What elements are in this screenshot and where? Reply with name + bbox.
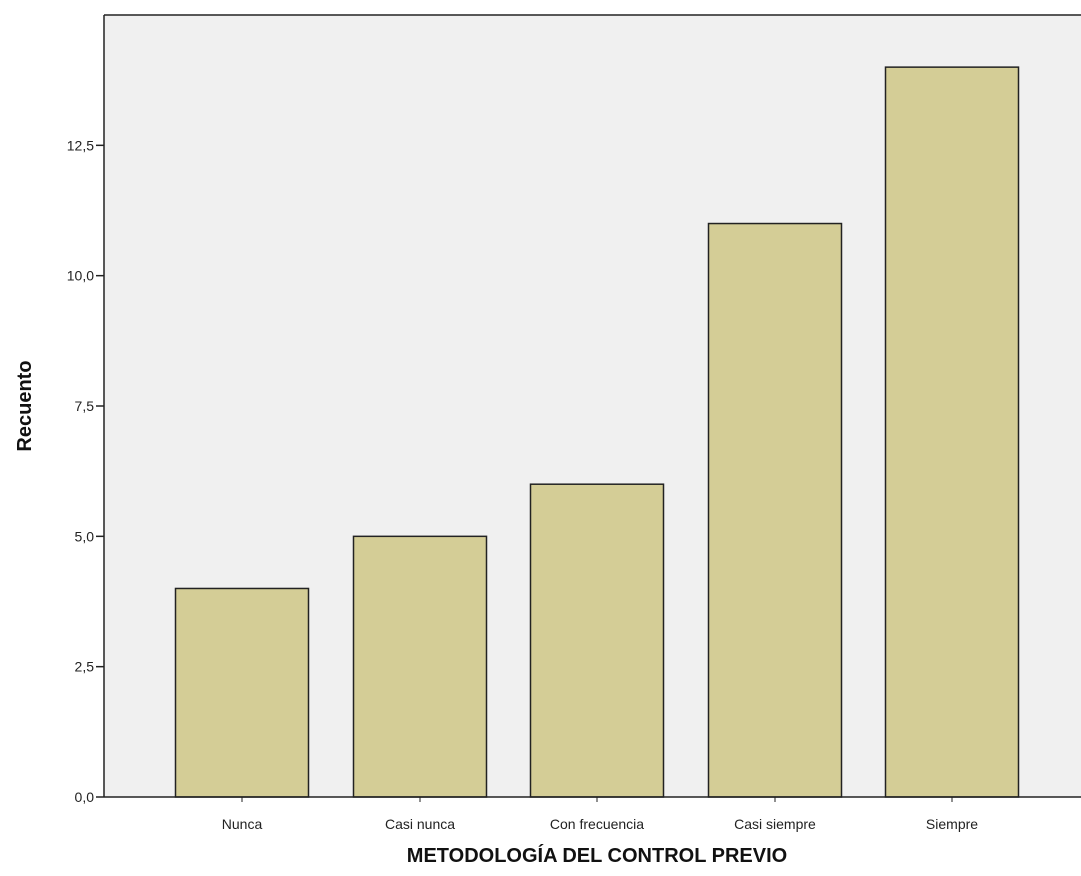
bar-siempre xyxy=(884,66,1020,798)
x-tick-label: Casi siempre xyxy=(734,816,816,832)
x-tick-label: Nunca xyxy=(222,816,263,832)
bar-casi-siempre xyxy=(707,222,843,798)
y-tick-label: 2,5 xyxy=(75,659,95,675)
y-tick-label: 0,0 xyxy=(75,789,95,805)
bar-nunca xyxy=(174,587,310,798)
y-axis-ticks: 0,0 2,5 5,0 7,5 10,0 12,5 xyxy=(67,137,104,805)
bars xyxy=(174,66,1020,798)
bar-casi-nunca xyxy=(352,535,488,798)
y-tick-label: 10,0 xyxy=(67,268,94,284)
x-axis-ticks: Nunca Casi nunca Con frecuencia Casi siempr… xyxy=(222,797,978,832)
bar-con-frecuencia xyxy=(529,483,665,798)
y-tick-label: 7,5 xyxy=(75,398,95,414)
x-axis-title: METODOLOGÍA DEL CONTROL PREVIO xyxy=(407,844,787,867)
y-tick-label: 5,0 xyxy=(75,528,95,544)
x-tick-label: Con frecuencia xyxy=(550,816,644,832)
y-tick-label: 12,5 xyxy=(67,137,94,153)
x-tick-label: Casi nunca xyxy=(385,816,455,832)
x-tick-label: Siempre xyxy=(926,816,978,832)
y-axis-title: Recuento xyxy=(14,360,36,451)
